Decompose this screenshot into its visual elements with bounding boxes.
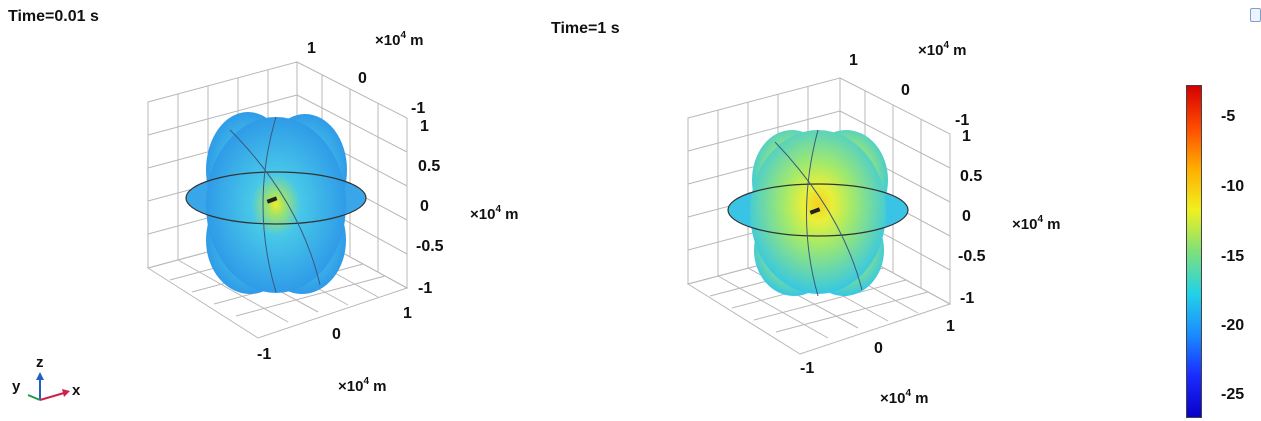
p1-bottom-tick-1: 1 [403, 305, 412, 322]
colorbar-tick-neg25: -25 [1221, 386, 1245, 403]
p2-top-unit: ×104 m [918, 40, 967, 59]
panel-2-title: Time=1 s [551, 20, 620, 37]
p2-bottom-tick-1: 1 [946, 318, 955, 335]
p1-top-tick-0: 0 [358, 70, 367, 87]
p1-z-tick-neg05: -0.5 [416, 238, 444, 255]
p1-z-tick-1: 1 [420, 118, 429, 135]
p2-z-tick-0: 0 [962, 208, 971, 225]
triad-y-label: y [12, 378, 21, 395]
p1-z-unit: ×104 m [470, 204, 519, 223]
p1-z-tick-0: 0 [420, 198, 429, 215]
p1-z-tick-05: 0.5 [418, 158, 441, 175]
p1-z-tick-neg1: -1 [418, 280, 433, 297]
p1-bottom-tick-neg1: -1 [257, 346, 272, 363]
window-restore-icon[interactable] [1250, 8, 1261, 22]
p1-bottom-unit: ×104 m [338, 376, 387, 395]
p2-z-tick-05: 0.5 [960, 168, 983, 185]
panel-1-title: Time=0.01 s [8, 8, 99, 25]
p1-bottom-tick-0: 0 [332, 326, 341, 343]
p2-z-tick-neg1: -1 [960, 290, 975, 307]
p2-top-tick-neg1: -1 [955, 112, 970, 129]
p2-z-unit: ×104 m [1012, 214, 1061, 233]
panel-1-surface [185, 112, 367, 294]
p2-top-tick-0: 0 [901, 82, 910, 99]
colorbar [1186, 85, 1202, 418]
colorbar-tick-neg10: -10 [1221, 178, 1245, 195]
p2-z-tick-neg05: -0.5 [958, 248, 986, 265]
colorbar-tick-neg15: -15 [1221, 248, 1245, 265]
colorbar-tick-neg5: -5 [1221, 108, 1236, 125]
axis-triad [27, 372, 70, 401]
p1-top-tick-1: 1 [307, 40, 316, 57]
triad-x-label: x [72, 382, 81, 399]
triad-z-label: z [36, 354, 44, 371]
p2-bottom-unit: ×104 m [880, 388, 929, 407]
p1-top-tick-neg1: -1 [411, 100, 426, 117]
colorbar-tick-neg20: -20 [1221, 317, 1245, 334]
p2-top-tick-1: 1 [849, 52, 858, 69]
p2-bottom-tick-neg1: -1 [800, 360, 815, 377]
p2-z-tick-1: 1 [962, 128, 971, 145]
p2-bottom-tick-0: 0 [874, 340, 883, 357]
p1-top-unit: ×104 m [375, 30, 424, 49]
panel-2-surface [727, 129, 909, 297]
